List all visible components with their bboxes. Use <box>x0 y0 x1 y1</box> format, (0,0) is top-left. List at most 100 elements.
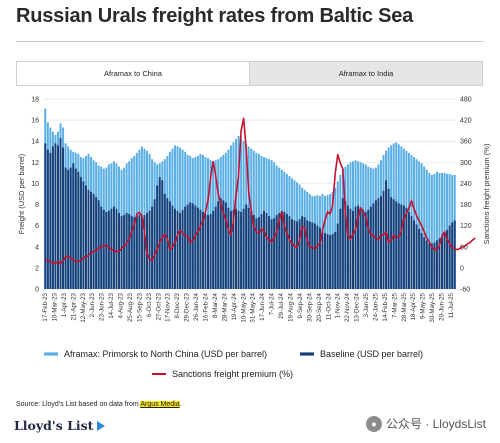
baseline-bar <box>278 213 281 289</box>
baseline-bar <box>362 209 365 289</box>
aframax-bar <box>433 173 436 289</box>
baseline-bar <box>181 209 184 289</box>
tab-aframax-to-china[interactable]: Aframax to China <box>16 61 250 86</box>
baseline-bar <box>240 211 243 289</box>
y-tick-label: 14 <box>31 139 39 146</box>
baseline-bar <box>123 215 126 289</box>
baseline-bar <box>446 229 449 289</box>
baseline-bar <box>395 201 398 289</box>
baseline-bar <box>364 211 367 289</box>
baseline-bar <box>407 211 410 289</box>
y-tick-label: 2 <box>35 265 39 272</box>
baseline-bar <box>257 217 260 289</box>
x-tick-label: 28-Mar-24 <box>221 292 228 321</box>
baseline-bar <box>245 204 248 289</box>
baseline-bar <box>115 208 118 289</box>
freight-chart: 0 2 4 6 8 10 12 14 16 18 -60 0 60 120 180 240 300 360 420 4… <box>17 97 491 380</box>
baseline-bar <box>390 197 393 289</box>
baseline-bar <box>441 236 444 289</box>
baseline-bar <box>138 215 141 289</box>
baseline-bar <box>290 219 293 289</box>
baseline-bar <box>173 208 176 289</box>
y-axis-label: Freight (USD per barrel) <box>17 153 26 234</box>
baseline-bar <box>186 204 189 289</box>
baseline-bar <box>397 203 400 289</box>
baseline-bar <box>166 198 169 289</box>
x-tick-label: 31-May-24 <box>250 292 257 322</box>
baseline-bar <box>324 233 327 289</box>
baseline-bar <box>420 233 423 289</box>
source-link-argus[interactable]: Argus Media <box>140 401 180 408</box>
baseline-bar <box>413 220 416 289</box>
x-tick-label: 22-Nov-24 <box>344 292 351 321</box>
legend-label-aframax: Aframax: Primorsk to North China (USD pe… <box>64 349 267 359</box>
x-tick-label: 17-Feb-23 <box>42 292 49 321</box>
x-tick-label: 17-Jun-24 <box>259 292 266 320</box>
baseline-bar <box>62 147 65 289</box>
x-tick-label: 17-Nov-23 <box>165 292 172 321</box>
x-tick-label: 7-Mar-25 <box>391 292 398 318</box>
aframax-bar <box>418 161 421 289</box>
baseline-bar <box>72 163 75 289</box>
aframax-bar <box>441 172 444 289</box>
baseline-bar <box>120 216 123 289</box>
baseline-bar <box>329 235 332 289</box>
baseline-bar <box>67 169 70 289</box>
baseline-bar <box>214 206 217 289</box>
aframax-bar <box>415 159 418 289</box>
baseline-bar <box>425 240 428 289</box>
baseline-bar <box>443 233 446 289</box>
baseline-bar <box>90 191 93 289</box>
baseline-bar <box>204 214 207 289</box>
aframax-bar <box>425 169 428 289</box>
baseline-bar <box>410 216 413 289</box>
baseline-bar <box>227 207 230 289</box>
baseline-bar <box>232 209 235 289</box>
baseline-bar <box>405 207 408 289</box>
baseline-bar <box>359 207 362 289</box>
x-tick-label: 9-Sep-24 <box>297 292 304 318</box>
baseline-bar <box>191 203 194 289</box>
baseline-bar <box>321 229 324 289</box>
baseline-bar <box>275 215 278 289</box>
baseline-bar <box>296 221 299 289</box>
baseline-bar <box>311 222 314 289</box>
baseline-bar <box>349 208 352 289</box>
y2-tick-label: 0 <box>460 265 464 272</box>
x-tick-label: 25-Aug-23 <box>127 292 134 321</box>
baseline-bar <box>400 204 403 289</box>
x-tick-label: 8-Dec-23 <box>174 292 181 318</box>
baseline-bar <box>140 217 143 289</box>
y2-tick-label: 480 <box>460 97 472 104</box>
baseline-bar <box>428 243 431 289</box>
logo-mark-icon <box>97 420 106 431</box>
tab-aframax-to-india[interactable]: Aframax to India <box>250 61 483 86</box>
baseline-bar <box>56 145 59 289</box>
baseline-bar <box>318 227 321 289</box>
baseline-bar <box>179 213 182 289</box>
baseline-bar <box>189 202 192 289</box>
wechat-watermark: ● 公众号 · LloydsList <box>365 415 486 432</box>
legend-label-premium: Sanctions freight premium (%) <box>172 369 293 379</box>
baseline-bar <box>453 220 456 289</box>
baseline-bar <box>163 194 166 289</box>
baseline-bar <box>224 202 227 289</box>
y2-tick-label: 240 <box>460 181 472 188</box>
baseline-bar <box>100 206 103 289</box>
baseline-bar <box>255 218 258 289</box>
baseline-bar <box>316 225 319 289</box>
baseline-bar <box>268 216 271 289</box>
y-tick-label: 0 <box>35 287 39 294</box>
y2-tick-label: 360 <box>460 139 472 146</box>
y-tick-label: 12 <box>31 160 39 167</box>
x-tick-label: 29-Dec-23 <box>184 292 191 321</box>
baseline-bar <box>69 167 72 289</box>
x-tick-label: 15-Sep-23 <box>136 292 143 321</box>
y2-tick-label: 60 <box>460 244 468 251</box>
premium-line <box>44 117 476 265</box>
x-tick-label: 10-Mar-23 <box>51 292 58 321</box>
baseline-bar <box>372 203 375 289</box>
title-divider <box>16 41 484 42</box>
baseline-bar <box>326 234 329 289</box>
baseline-bar <box>153 199 156 289</box>
